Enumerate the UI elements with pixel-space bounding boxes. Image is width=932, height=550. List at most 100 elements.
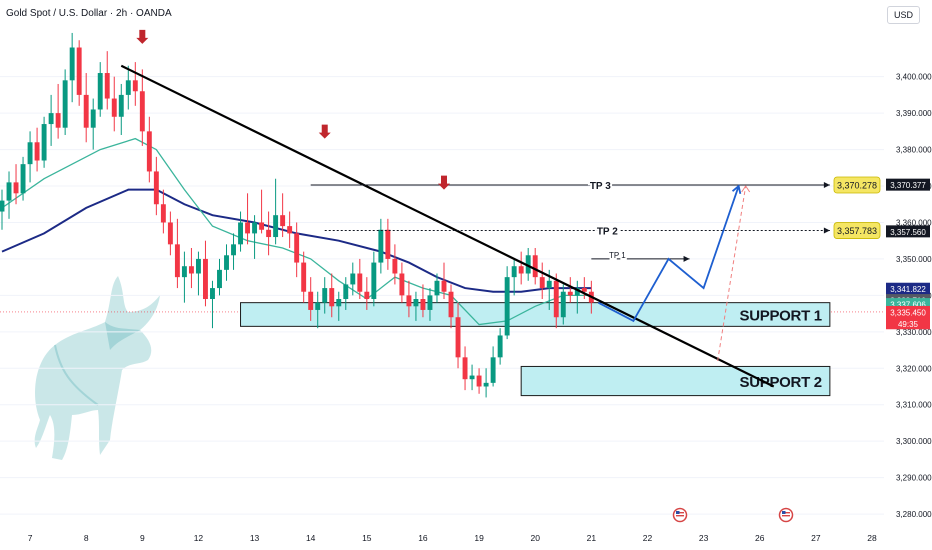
candle [245,193,251,245]
candle-body [329,288,335,307]
x-tick-label: 19 [474,533,484,543]
target-label: TP 3 [590,181,611,192]
support-zone-box[interactable] [240,302,831,327]
x-tick-label: 21 [587,533,597,543]
x-tick-label: 26 [755,533,765,543]
candle-body [62,80,68,128]
x-tick-label: 15 [362,533,372,543]
price-label: 49:35 [886,317,930,330]
ema-fast-line [1,137,592,326]
candle [266,211,272,256]
target-line[interactable]: TP 3 [310,179,830,194]
candle-body [195,258,201,274]
candle-body [546,280,552,289]
candle [553,273,559,329]
currency-selector[interactable]: USD [886,6,920,24]
chart-title: Gold Spot / U.S. Dollar · 2h · OANDA [6,8,172,19]
candle [238,211,243,252]
candle-body [111,98,117,117]
y-tick-label: 3,310.000 [896,401,932,410]
candle [90,98,96,150]
candle [55,83,61,139]
candle [118,83,124,135]
candle-body [301,262,307,292]
alt-projection-path[interactable] [717,185,747,362]
price-label: 3,370.278 [833,176,881,194]
candle-body [574,288,580,296]
target-line[interactable]: TP 2 [324,225,830,240]
candle-body [181,266,187,278]
candle-body [153,171,159,205]
candle-body [308,291,314,310]
candle [181,251,187,303]
event-flags [672,507,794,523]
candle [301,251,307,303]
us-flag-icon[interactable] [778,507,794,523]
candle-body [490,357,496,383]
target-label: TP 1 [609,251,626,260]
candle-body [280,215,286,227]
price-label: 3,357.560 [886,225,930,238]
candle-body [392,258,398,274]
target-arrow-icon [823,182,830,189]
candle-body [336,299,342,307]
price-label-bg [833,176,881,194]
candle-body [90,109,96,128]
support-zone-box[interactable] [520,365,831,397]
us-flag-icon[interactable] [672,507,688,523]
price-label-text: 3,337.606 [890,301,926,310]
candle [41,116,47,168]
candle [13,164,19,205]
candle [20,156,26,201]
projection-path[interactable] [597,185,740,323]
downtrend-line[interactable] [120,64,775,388]
y-tick-label: 3,390.000 [896,109,932,118]
candle-body [553,280,559,318]
candle-body [287,226,293,234]
candle-body [203,258,208,300]
target-line[interactable]: TP 1 [591,249,690,262]
projection-arrow-icon [731,184,742,195]
candle [539,262,545,300]
y-tick-label: 3,360.000 [896,218,932,227]
candle-body [581,288,587,292]
candle-body [217,269,222,289]
x-tick-label: 14 [306,533,316,543]
y-tick-label: 3,350.000 [896,255,932,264]
candle [525,247,531,281]
candle [195,251,201,296]
candle [125,65,131,110]
candle-body [160,204,166,223]
y-tick-label: 3,320.000 [896,364,932,373]
support-zone[interactable]: SUPPORT 1 [240,302,831,327]
price-label-text: 3,357.783 [837,226,877,236]
candle [476,368,482,394]
candle [294,222,300,278]
candle-body [41,124,47,161]
x-axis: 7 8 9 12 13 14 15 16 19 20 21 22 23 26 27 28 [28,533,877,543]
y-tick-label: 3,290.000 [896,474,932,483]
candle [287,211,293,248]
candle [504,266,510,340]
candle [483,368,489,398]
candle-body [567,291,573,296]
candle-body [497,335,503,358]
candle-body [343,284,349,300]
candle [315,291,321,329]
candle-body [167,222,173,245]
candle-body [357,273,363,292]
target-arrow-icon [683,255,690,262]
candle-body [245,222,251,234]
candle [567,277,573,303]
candle-body [504,277,510,336]
candle [455,302,461,369]
x-tick-label: 8 [84,533,89,543]
ema-slow-line [1,188,592,293]
x-tick-label: 23 [699,533,709,543]
candle [434,273,440,303]
support-zone[interactable]: SUPPORT 2 [520,365,831,397]
price-label-text: 3,335.450 [890,308,926,317]
price-label-text: 3,341.822 [890,285,926,294]
candle [371,251,377,307]
